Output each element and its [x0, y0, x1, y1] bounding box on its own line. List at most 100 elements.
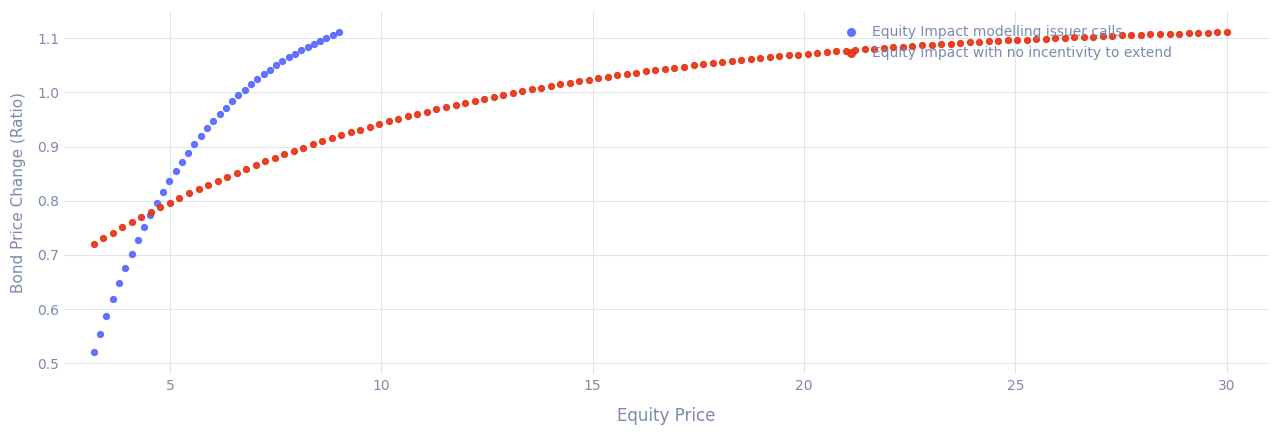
Equity Impact modelling issuer calls [83, 349, 104, 356]
Equity Impact with no incentivity to extend [340, 129, 361, 136]
Equity Impact with no incentivity to extend [607, 72, 627, 79]
Equity Impact with no incentivity to extend [1044, 35, 1065, 42]
Equity Impact with no incentivity to extend [1197, 29, 1217, 36]
Equity Impact with no incentivity to extend [617, 71, 637, 78]
Equity Impact with no incentivity to extend [588, 75, 608, 82]
Equity Impact with no incentivity to extend [712, 59, 732, 66]
Equity Impact with no incentivity to extend [808, 50, 828, 57]
Equity Impact with no incentivity to extend [1140, 31, 1161, 38]
Equity Impact with no incentivity to extend [655, 65, 676, 72]
Equity Impact modelling issuer calls [228, 92, 248, 99]
Equity Impact with no incentivity to extend [559, 79, 580, 86]
Equity Impact with no incentivity to extend [426, 106, 447, 113]
Equity Impact with no incentivity to extend [636, 68, 657, 75]
Equity Impact with no incentivity to extend [864, 45, 884, 52]
Equity Impact with no incentivity to extend [283, 147, 303, 154]
Equity Impact modelling issuer calls [109, 280, 129, 287]
Equity Impact with no incentivity to extend [579, 76, 599, 83]
Equity Impact with no incentivity to extend [435, 104, 456, 111]
Equity Impact with no incentivity to extend [265, 154, 285, 161]
Equity Impact with no incentivity to extend [874, 44, 895, 51]
Equity Impact with no incentivity to extend [227, 169, 247, 176]
Equity Impact modelling issuer calls [210, 111, 230, 118]
Equity Impact with no incentivity to extend [255, 158, 275, 165]
Equity Impact with no incentivity to extend [1169, 30, 1189, 37]
Equity Impact modelling issuer calls [316, 34, 337, 41]
Equity Impact with no incentivity to extend [1083, 33, 1103, 40]
Equity Impact modelling issuer calls [273, 58, 293, 65]
Equity Impact with no incentivity to extend [769, 53, 790, 60]
Equity Impact modelling issuer calls [134, 224, 155, 231]
Equity Impact with no incentivity to extend [941, 40, 961, 47]
Equity Impact with no incentivity to extend [692, 61, 713, 68]
Equity Impact modelling issuer calls [178, 149, 198, 156]
Equity Impact with no incentivity to extend [388, 116, 408, 123]
Equity Impact modelling issuer calls [234, 86, 255, 93]
Equity Impact with no incentivity to extend [988, 37, 1009, 44]
Equity Impact with no incentivity to extend [445, 102, 466, 109]
Equity Impact modelling issuer calls [241, 81, 261, 88]
Equity Impact with no incentivity to extend [997, 37, 1018, 44]
Equity Impact with no incentivity to extend [369, 121, 389, 128]
Equity Impact modelling issuer calls [122, 250, 142, 257]
Equity Impact modelling issuer calls [221, 98, 242, 105]
Equity Impact modelling issuer calls [291, 47, 311, 54]
Equity Impact with no incentivity to extend [531, 84, 552, 91]
Equity Impact with no incentivity to extend [503, 89, 524, 96]
Equity Impact with no incentivity to extend [845, 47, 865, 54]
Equity Impact modelling issuer calls [159, 178, 179, 185]
Equity Impact with no incentivity to extend [788, 51, 809, 58]
Equity Impact modelling issuer calls [279, 54, 300, 61]
Equity Impact with no incentivity to extend [484, 93, 504, 100]
Equity Impact with no incentivity to extend [312, 138, 333, 145]
Equity Impact with no incentivity to extend [102, 229, 123, 236]
Equity Impact with no incentivity to extend [1007, 37, 1028, 44]
Equity Impact with no incentivity to extend [570, 78, 590, 85]
Equity Impact modelling issuer calls [297, 43, 317, 50]
Equity Impact with no incentivity to extend [474, 95, 494, 102]
Equity Impact modelling issuer calls [165, 168, 186, 175]
Equity Impact with no incentivity to extend [1036, 35, 1056, 42]
Equity Impact with no incentivity to extend [740, 56, 760, 63]
Equity Impact with no incentivity to extend [302, 141, 323, 148]
Equity Impact with no incentivity to extend [179, 190, 200, 197]
Equity Impact with no incentivity to extend [722, 58, 742, 65]
Equity Impact with no incentivity to extend [1093, 33, 1114, 40]
Equity Impact with no incentivity to extend [169, 194, 189, 201]
Equity Impact with no incentivity to extend [465, 97, 485, 104]
Equity Impact with no incentivity to extend [673, 63, 694, 70]
Equity Impact with no incentivity to extend [93, 235, 114, 242]
Equity Impact with no incentivity to extend [750, 54, 771, 61]
Equity Impact with no incentivity to extend [321, 135, 342, 142]
Equity Impact with no incentivity to extend [417, 108, 438, 115]
Equity Impact with no incentivity to extend [293, 144, 314, 151]
Equity Impact with no incentivity to extend [1207, 29, 1228, 36]
Equity Impact with no incentivity to extend [398, 113, 419, 120]
Equity Impact modelling issuer calls [172, 158, 192, 165]
Equity Impact with no incentivity to extend [454, 99, 475, 106]
Equity Impact modelling issuer calls [323, 31, 343, 38]
Equity Impact with no incentivity to extend [759, 54, 780, 61]
Equity Impact with no incentivity to extend [626, 69, 646, 76]
Equity Impact modelling issuer calls [260, 66, 280, 73]
Equity Impact with no incentivity to extend [1064, 34, 1084, 41]
Equity Impact with no incentivity to extend [379, 118, 399, 125]
Equity Impact with no incentivity to extend [902, 42, 923, 49]
Equity Impact with no incentivity to extend [360, 123, 380, 130]
Equity Impact with no incentivity to extend [1111, 32, 1132, 39]
Equity Impact with no incentivity to extend [1027, 36, 1047, 43]
Equity Impact with no incentivity to extend [493, 92, 513, 99]
Equity Impact with no incentivity to extend [131, 214, 151, 221]
Equity Impact with no incentivity to extend [664, 64, 685, 71]
Equity Impact with no incentivity to extend [969, 38, 989, 45]
Equity Impact modelling issuer calls [191, 133, 211, 140]
Equity Impact with no incentivity to extend [797, 50, 818, 57]
Equity Impact with no incentivity to extend [216, 173, 237, 180]
Equity Impact with no incentivity to extend [817, 49, 837, 56]
Equity Impact modelling issuer calls [152, 188, 173, 195]
Equity Impact modelling issuer calls [96, 313, 116, 320]
Equity Impact modelling issuer calls [310, 37, 330, 44]
Equity Impact with no incentivity to extend [1074, 34, 1094, 41]
Equity Impact with no incentivity to extend [778, 52, 799, 59]
Equity Impact modelling issuer calls [215, 104, 236, 111]
